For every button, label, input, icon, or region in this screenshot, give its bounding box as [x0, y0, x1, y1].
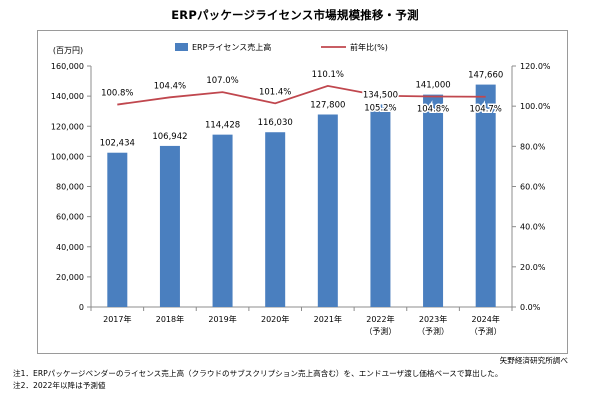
yoy-value-label: 110.1%	[312, 70, 344, 80]
bar-value-label: 102,434	[100, 139, 135, 149]
bar-value-label: 127,800	[310, 101, 345, 111]
x-tick-label: 2018年	[156, 314, 184, 324]
chart-title: ERPパッケージライセンス市場規模推移・予測	[171, 8, 419, 22]
legend-bar-label: ERPライセンス売上高	[192, 42, 271, 52]
bar	[475, 84, 496, 307]
left-tick-label: 120,000	[51, 122, 84, 131]
legend-line-label: 前年比(%)	[350, 42, 388, 52]
left-tick-label: 20,000	[56, 273, 84, 282]
bar-value-label: 106,942	[152, 132, 187, 142]
left-tick-label: 140,000	[51, 92, 84, 101]
left-tick-label: 40,000	[56, 243, 84, 252]
x-tick-label: 2020年	[261, 314, 289, 324]
bar	[265, 132, 286, 307]
x-tick-label: 2019年	[208, 314, 236, 324]
x-tick-sublabel: （予測）	[470, 326, 502, 336]
x-tick-label: 2022年	[366, 314, 394, 324]
bar	[212, 134, 233, 307]
right-tick-label: 0.0%	[520, 303, 541, 312]
x-tick-label: 2023年	[419, 314, 447, 324]
bar	[107, 152, 128, 307]
bar	[159, 145, 180, 307]
source-note: 矢野経済研究所調べ	[499, 356, 568, 365]
yoy-value-label: 107.0%	[206, 76, 238, 86]
left-tick-label: 80,000	[56, 183, 84, 192]
left-tick-label: 0	[79, 303, 84, 312]
bar-value-label: 141,000	[415, 81, 450, 91]
right-tick-label: 80.0%	[520, 142, 546, 151]
footnote-2: 注2．2022年以降は予測値	[13, 381, 106, 390]
left-tick-label: 100,000	[51, 152, 84, 161]
x-tick-label: 2021年	[314, 314, 342, 324]
right-tick-label: 120.0%	[520, 62, 551, 71]
bar-value-label: 147,660	[468, 71, 503, 81]
yoy-value-label: 104.7%	[469, 105, 501, 115]
right-tick-label: 60.0%	[520, 183, 546, 192]
x-tick-label: 2017年	[103, 314, 131, 324]
bar	[423, 94, 444, 308]
chart-plot: 0 20,000 40,000 60,000 80,000 100,000 120,000 1…	[51, 42, 551, 336]
right-tick-label: 20.0%	[520, 263, 546, 272]
bar	[317, 114, 338, 307]
legend-bar-swatch	[175, 43, 188, 51]
y-axis-unit-label: (百万円)	[53, 46, 83, 55]
bar	[370, 104, 391, 307]
x-tick-sublabel: （予測）	[364, 326, 396, 336]
right-tick-label: 40.0%	[520, 223, 546, 232]
yoy-line	[117, 84, 486, 106]
yoy-value-label: 104.4%	[154, 81, 186, 91]
bar-value-label: 116,030	[258, 118, 293, 128]
yoy-value-label: 101.4%	[259, 87, 291, 97]
bar-value-label: 114,428	[205, 121, 240, 131]
yoy-value-label: 105.2%	[364, 104, 396, 114]
x-tick-sublabel: （予測）	[417, 326, 449, 336]
left-tick-label: 60,000	[56, 213, 84, 222]
x-tick-label: 2024年	[472, 314, 500, 324]
yoy-value-label: 104.8%	[417, 105, 449, 115]
yoy-value-label: 100.8%	[101, 89, 133, 99]
footnote-1: 注1．ERPパッケージベンダーのライセンス売上高（クラウドのサブスクリプション売…	[13, 369, 503, 378]
right-tick-label: 100.0%	[520, 102, 551, 111]
bar-value-label: 134,500	[363, 90, 398, 100]
left-tick-label: 160,000	[51, 62, 84, 71]
chart-frame: 0 20,000 40,000 60,000 80,000 100,000 120,000 1…	[37, 30, 568, 354]
